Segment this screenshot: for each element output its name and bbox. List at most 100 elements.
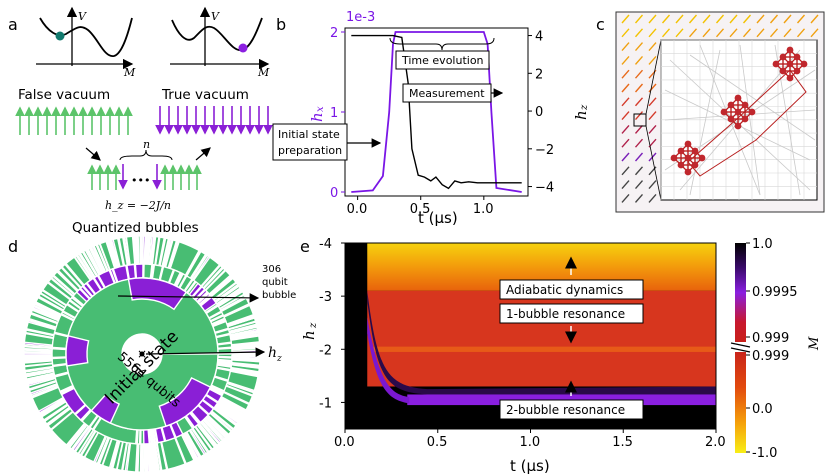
lattice-spin	[742, 14, 752, 24]
hz-label-d: h	[268, 345, 277, 361]
lattice-spin	[634, 124, 644, 134]
lattice-spin	[634, 28, 644, 38]
lattice-spin	[648, 193, 657, 203]
hz-sub-d: z	[276, 354, 282, 364]
lattice-spin	[634, 97, 644, 107]
outer-slice	[136, 235, 140, 265]
lattice-arrows	[621, 14, 819, 203]
initial-state-line2: preparation	[278, 144, 342, 157]
n-label: n	[143, 138, 150, 151]
lattice-spin	[634, 166, 644, 176]
middle-gap	[217, 346, 233, 350]
panel-label-b: b	[276, 15, 286, 34]
lattice-spin	[634, 55, 644, 65]
lattice-spin	[783, 14, 792, 24]
lattice-spin	[634, 69, 644, 79]
inset-qubit	[772, 60, 780, 68]
middle-gap	[134, 429, 139, 445]
inset-qubit	[684, 140, 692, 148]
colorbar-ticks: 1.0 0.9995 0.999 0.999 0.0 -1.0	[746, 237, 798, 461]
lattice-spin	[621, 138, 630, 148]
inset-connection	[739, 44, 761, 196]
bubble-label-3: bubble	[262, 290, 296, 301]
lattice-spin	[621, 193, 630, 203]
potential-curve-right	[171, 17, 263, 51]
arrow-to-bubble	[85, 147, 101, 161]
inset-qubit	[677, 147, 685, 155]
true-vacuum-label: True vacuum	[161, 87, 249, 103]
time-evolution-brace	[389, 37, 495, 51]
inset-qubit	[786, 60, 794, 68]
lattice-spin	[648, 55, 657, 65]
state-ball-true	[238, 43, 248, 53]
lattice-spin	[810, 14, 819, 24]
cb-lower-label: 0.0	[752, 402, 773, 417]
m-label-left: M	[123, 66, 136, 79]
inset-qubit	[741, 101, 749, 109]
inset-qubit	[793, 53, 801, 61]
hz-series	[351, 34, 522, 190]
inset-qubit	[727, 115, 735, 123]
inset-connection	[689, 54, 816, 141]
cb-upper-label: 1.0	[752, 237, 773, 252]
panel-label-a: a	[8, 15, 18, 34]
middle-gap	[138, 429, 142, 445]
lattice-spin	[621, 14, 630, 24]
colorbar-label: M	[807, 336, 822, 351]
inner-slice	[90, 394, 121, 425]
inner-slice	[127, 277, 188, 311]
lattice-spin	[621, 83, 630, 93]
lattice-spin	[661, 14, 671, 24]
inset-qubit	[684, 168, 692, 176]
outer-slice	[140, 443, 143, 473]
middle-gap	[216, 358, 233, 363]
lattice-spin	[634, 14, 644, 24]
lattice-spin	[621, 97, 630, 107]
lattice-spin	[621, 111, 630, 121]
lattice-spin	[634, 138, 644, 148]
x-tick-label-e: 2.0	[705, 435, 726, 450]
ylabel-e: h	[300, 330, 318, 340]
left-tick-label-b: 2	[330, 26, 338, 41]
inset-qubit	[698, 154, 706, 162]
lattice-spin	[742, 28, 752, 38]
center-dot	[139, 351, 145, 357]
center-cross: ×	[137, 347, 147, 361]
cb-upper-label: 0.9995	[752, 285, 798, 300]
heatmap	[344, 242, 717, 430]
lattice-spin	[621, 28, 630, 38]
right-tick-label-b: 2	[535, 67, 543, 82]
middle-gap	[51, 356, 67, 360]
lattice-spin	[621, 166, 630, 176]
lattice-spin	[715, 28, 725, 38]
panel-label-d: d	[8, 237, 18, 256]
hx-label: h	[308, 112, 326, 122]
inset-qubit	[779, 67, 787, 75]
lattice-spin	[634, 111, 644, 121]
one-bubble-label: 1-bubble resonance	[506, 307, 625, 321]
panel-c: c	[596, 11, 825, 213]
series-b	[351, 31, 522, 193]
sunburst-title: Quantized bubbles	[72, 220, 199, 236]
lattice-spin	[648, 180, 657, 190]
inset-connection	[664, 109, 816, 121]
lattice-spin	[634, 83, 644, 93]
y-tick-label-e: -4	[319, 237, 332, 252]
inset-graph	[660, 39, 817, 200]
zoom-line-top	[645, 39, 662, 115]
one-bubble-band	[371, 346, 716, 352]
x-tick-label-e: 1.5	[612, 435, 633, 450]
dots: •••	[131, 174, 150, 187]
hz-arrow	[145, 347, 266, 357]
panel-label-c: c	[596, 15, 605, 34]
hx-sub: x	[315, 106, 326, 112]
x-tick-label-b: 1.0	[473, 202, 494, 217]
lattice-spin	[634, 193, 644, 203]
time-evolution-label: Time evolution	[401, 54, 484, 67]
lattice-spin	[810, 28, 819, 38]
lattice-spin	[621, 69, 630, 79]
scale-label: 1e-3	[346, 10, 375, 25]
right-tick-label-b: −2	[535, 143, 554, 158]
cb-upper-label: 0.999	[752, 331, 789, 346]
inner-slice	[65, 334, 90, 367]
